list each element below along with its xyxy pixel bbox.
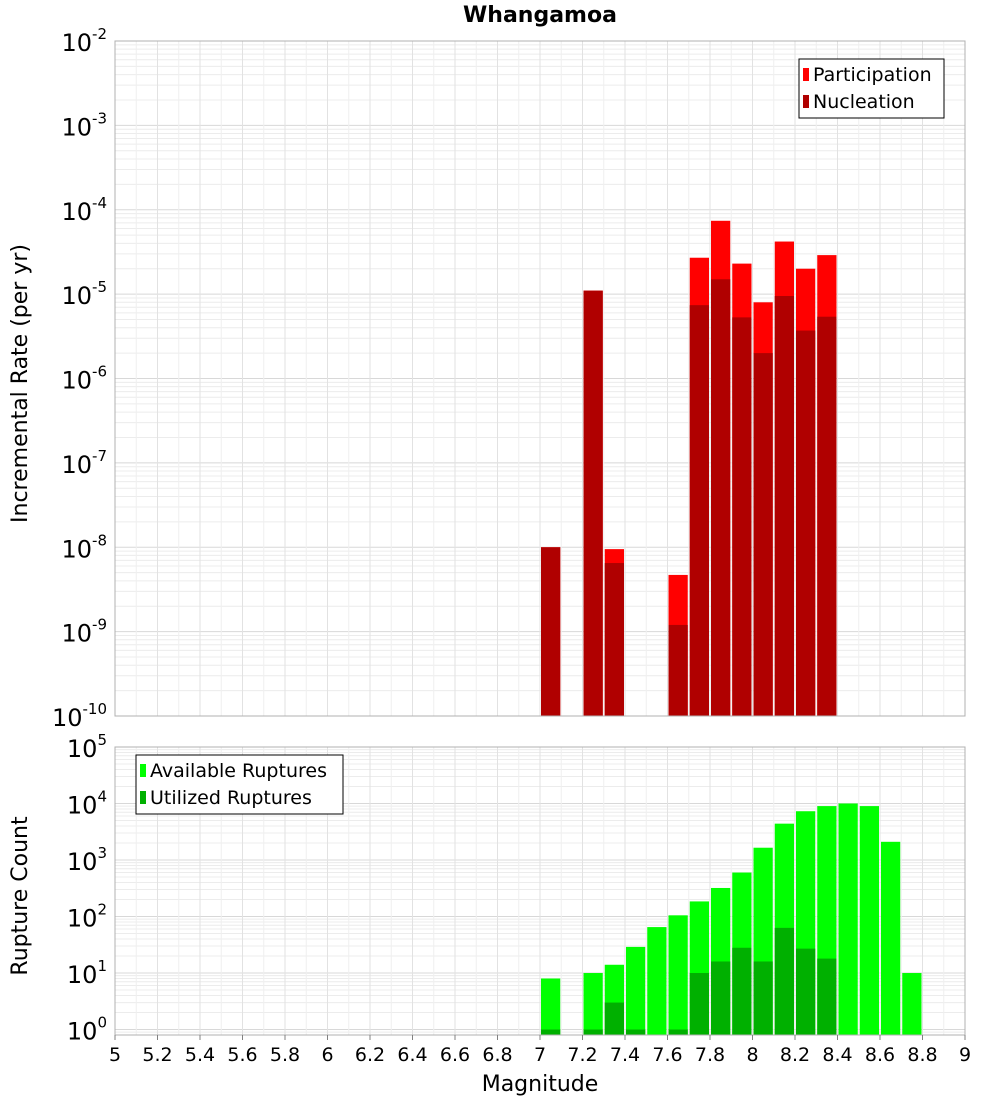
bar-utilized-ruptures bbox=[774, 927, 794, 1035]
x-axis-label: Magnitude bbox=[482, 1072, 599, 1097]
legend-box bbox=[798, 58, 945, 119]
bar-utilized-ruptures bbox=[732, 947, 752, 1035]
bar-utilized-ruptures bbox=[817, 958, 837, 1035]
legend-swatch bbox=[803, 95, 809, 108]
y-tick-label: 10-8 bbox=[61, 531, 107, 563]
bar-available-ruptures bbox=[859, 806, 879, 1035]
bar-available-ruptures bbox=[838, 803, 858, 1035]
legend-swatch bbox=[140, 764, 146, 777]
x-tick-label: 7.2 bbox=[567, 1044, 597, 1066]
bar-nucleation bbox=[796, 330, 816, 716]
x-tick-label: 6.6 bbox=[440, 1044, 470, 1066]
legend-box bbox=[135, 754, 344, 815]
y-axis-label: Incremental Rate (per yr) bbox=[8, 244, 33, 523]
y-tick-label: 103 bbox=[67, 844, 107, 876]
bar-available-ruptures bbox=[541, 978, 561, 1035]
bar-nucleation bbox=[732, 317, 752, 716]
bar-available-ruptures bbox=[668, 915, 688, 1035]
bar-nucleation bbox=[689, 305, 709, 716]
y-tick-label: 101 bbox=[67, 957, 107, 989]
legend-swatch bbox=[803, 68, 809, 81]
y-tick-label: 10-7 bbox=[61, 447, 107, 479]
x-tick-label: 6 bbox=[321, 1044, 333, 1066]
plot-border bbox=[114, 40, 966, 717]
bar-available-ruptures bbox=[902, 973, 922, 1035]
y-tick-label: 104 bbox=[67, 788, 107, 820]
x-tick-label: 8.8 bbox=[907, 1044, 937, 1066]
bar-nucleation bbox=[583, 290, 603, 716]
y-tick-label: 10-6 bbox=[61, 363, 107, 395]
x-tick-label: 8.6 bbox=[865, 1044, 895, 1066]
y-tick-label: 10-4 bbox=[61, 194, 107, 226]
bar-utilized-ruptures bbox=[689, 973, 709, 1035]
bar-available-ruptures bbox=[881, 841, 901, 1035]
x-tick-label: 8.4 bbox=[822, 1044, 852, 1066]
legend-item: Nucleation bbox=[813, 91, 915, 113]
x-tick-label: 5.4 bbox=[185, 1044, 215, 1066]
bar-available-ruptures bbox=[626, 946, 646, 1035]
y-tick-label: 10-3 bbox=[61, 109, 107, 141]
bar-nucleation bbox=[774, 296, 794, 716]
y-tick-label: 10-2 bbox=[61, 25, 107, 57]
y-tick-label: 10-10 bbox=[52, 700, 107, 732]
y-tick-label: 102 bbox=[67, 901, 107, 933]
y-tick-label: 10-9 bbox=[61, 616, 107, 648]
x-tick-label: 8.2 bbox=[780, 1044, 810, 1066]
x-tick-label: 7.8 bbox=[695, 1044, 725, 1066]
y-axis-label: Rupture Count bbox=[8, 816, 33, 976]
y-tick-label: 100 bbox=[67, 1014, 107, 1046]
bar-utilized-ruptures bbox=[796, 948, 816, 1035]
bar-available-ruptures bbox=[583, 973, 603, 1035]
x-tick-label: 6.4 bbox=[397, 1044, 427, 1066]
x-tick-label: 5.8 bbox=[270, 1044, 300, 1066]
bar-utilized-ruptures bbox=[668, 1029, 688, 1035]
x-tick-label: 8 bbox=[746, 1044, 758, 1066]
x-tick-label: 7 bbox=[534, 1044, 546, 1066]
bar-nucleation bbox=[541, 547, 561, 716]
legend-item: Utilized Ruptures bbox=[150, 787, 312, 809]
x-tick-label: 7.4 bbox=[610, 1044, 640, 1066]
y-tick-label: 105 bbox=[67, 731, 107, 763]
legend-item: Participation bbox=[813, 64, 932, 86]
x-tick-label: 7.6 bbox=[652, 1044, 682, 1066]
bar-nucleation bbox=[668, 624, 688, 716]
x-tick-label: 5 bbox=[109, 1044, 121, 1066]
bar-nucleation bbox=[817, 316, 837, 716]
legend-swatch bbox=[140, 791, 146, 804]
bar-utilized-ruptures bbox=[711, 961, 731, 1035]
bar-utilized-ruptures bbox=[541, 1029, 561, 1035]
bar-utilized-ruptures bbox=[626, 1029, 646, 1035]
bar-utilized-ruptures bbox=[583, 1029, 603, 1035]
x-tick-label: 9 bbox=[959, 1044, 971, 1066]
y-tick-label: 10-5 bbox=[61, 278, 107, 310]
bar-nucleation bbox=[753, 353, 773, 716]
bar-nucleation bbox=[711, 279, 731, 716]
bar-nucleation bbox=[604, 563, 624, 716]
legend-item: Available Ruptures bbox=[150, 760, 327, 782]
bar-utilized-ruptures bbox=[753, 961, 773, 1035]
x-tick-label: 6.8 bbox=[482, 1044, 512, 1066]
x-tick-label: 5.6 bbox=[227, 1044, 257, 1066]
chart-title: Whangamoa bbox=[463, 3, 617, 28]
bar-utilized-ruptures bbox=[604, 1002, 624, 1035]
x-tick-label: 5.2 bbox=[142, 1044, 172, 1066]
x-tick-label: 6.2 bbox=[355, 1044, 385, 1066]
bar-available-ruptures bbox=[647, 927, 667, 1035]
